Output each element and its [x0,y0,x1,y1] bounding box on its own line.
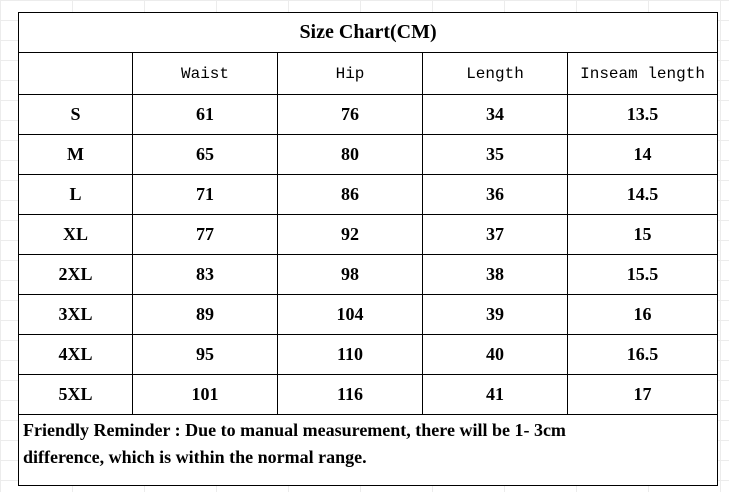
table-row: M 65 80 35 14 [18,134,719,175]
value-cell: 16.5 [566,334,719,375]
size-cell: 5XL [18,374,133,415]
value-cell: 37 [422,214,568,255]
header-cell: Length [422,52,568,95]
value-cell: 104 [277,294,423,335]
value-cell: 36 [422,174,568,215]
table-title: Size Chart(CM) [17,12,719,53]
value-cell: 89 [132,294,278,335]
value-cell: 16 [566,294,719,335]
value-cell: 92 [277,214,423,255]
size-cell: 3XL [18,294,133,335]
table-row: 5XL 101 116 41 17 [18,374,719,415]
value-cell: 14 [566,134,719,175]
note-row: Friendly Reminder : Due to manual measur… [17,414,719,486]
value-cell: 83 [132,254,278,295]
value-cell: 98 [277,254,423,295]
header-cell: Inseam length [566,52,719,95]
value-cell: 15.5 [566,254,719,295]
value-cell: 65 [132,134,278,175]
size-cell: L [18,174,133,215]
size-cell: XL [18,214,133,255]
value-cell: 116 [277,374,423,415]
note-text: Friendly Reminder : Due to manual measur… [17,414,719,486]
table-row: L 71 86 36 14.5 [18,174,719,215]
table-row: 2XL 83 98 38 15.5 [18,254,719,295]
header-cell [18,52,133,95]
value-cell: 71 [132,174,278,215]
value-cell: 76 [277,94,423,135]
value-cell: 80 [277,134,423,175]
table-row: S 61 76 34 13.5 [18,94,719,135]
size-cell: 4XL [18,334,133,375]
header-cell: Hip [277,52,423,95]
table-row: XL 77 92 37 15 [18,214,719,255]
value-cell: 40 [422,334,568,375]
value-cell: 101 [132,374,278,415]
value-cell: 35 [422,134,568,175]
size-table: Size Chart(CM) Waist Hip Length Inseam leng… [17,12,719,486]
table-row: 3XL 89 104 39 16 [18,294,719,335]
value-cell: 61 [132,94,278,135]
value-cell: 34 [422,94,568,135]
value-cell: 86 [277,174,423,215]
value-cell: 17 [566,374,719,415]
size-cell: S [18,94,133,135]
value-cell: 110 [277,334,423,375]
value-cell: 77 [132,214,278,255]
value-cell: 14.5 [566,174,719,215]
header-cell: Waist [132,52,278,95]
table-row: 4XL 95 110 40 16.5 [18,334,719,375]
value-cell: 39 [422,294,568,335]
value-cell: 95 [132,334,278,375]
value-cell: 38 [422,254,568,295]
value-cell: 15 [566,214,719,255]
size-cell: 2XL [18,254,133,295]
value-cell: 41 [422,374,568,415]
value-cell: 13.5 [566,94,719,135]
size-cell: M [18,134,133,175]
